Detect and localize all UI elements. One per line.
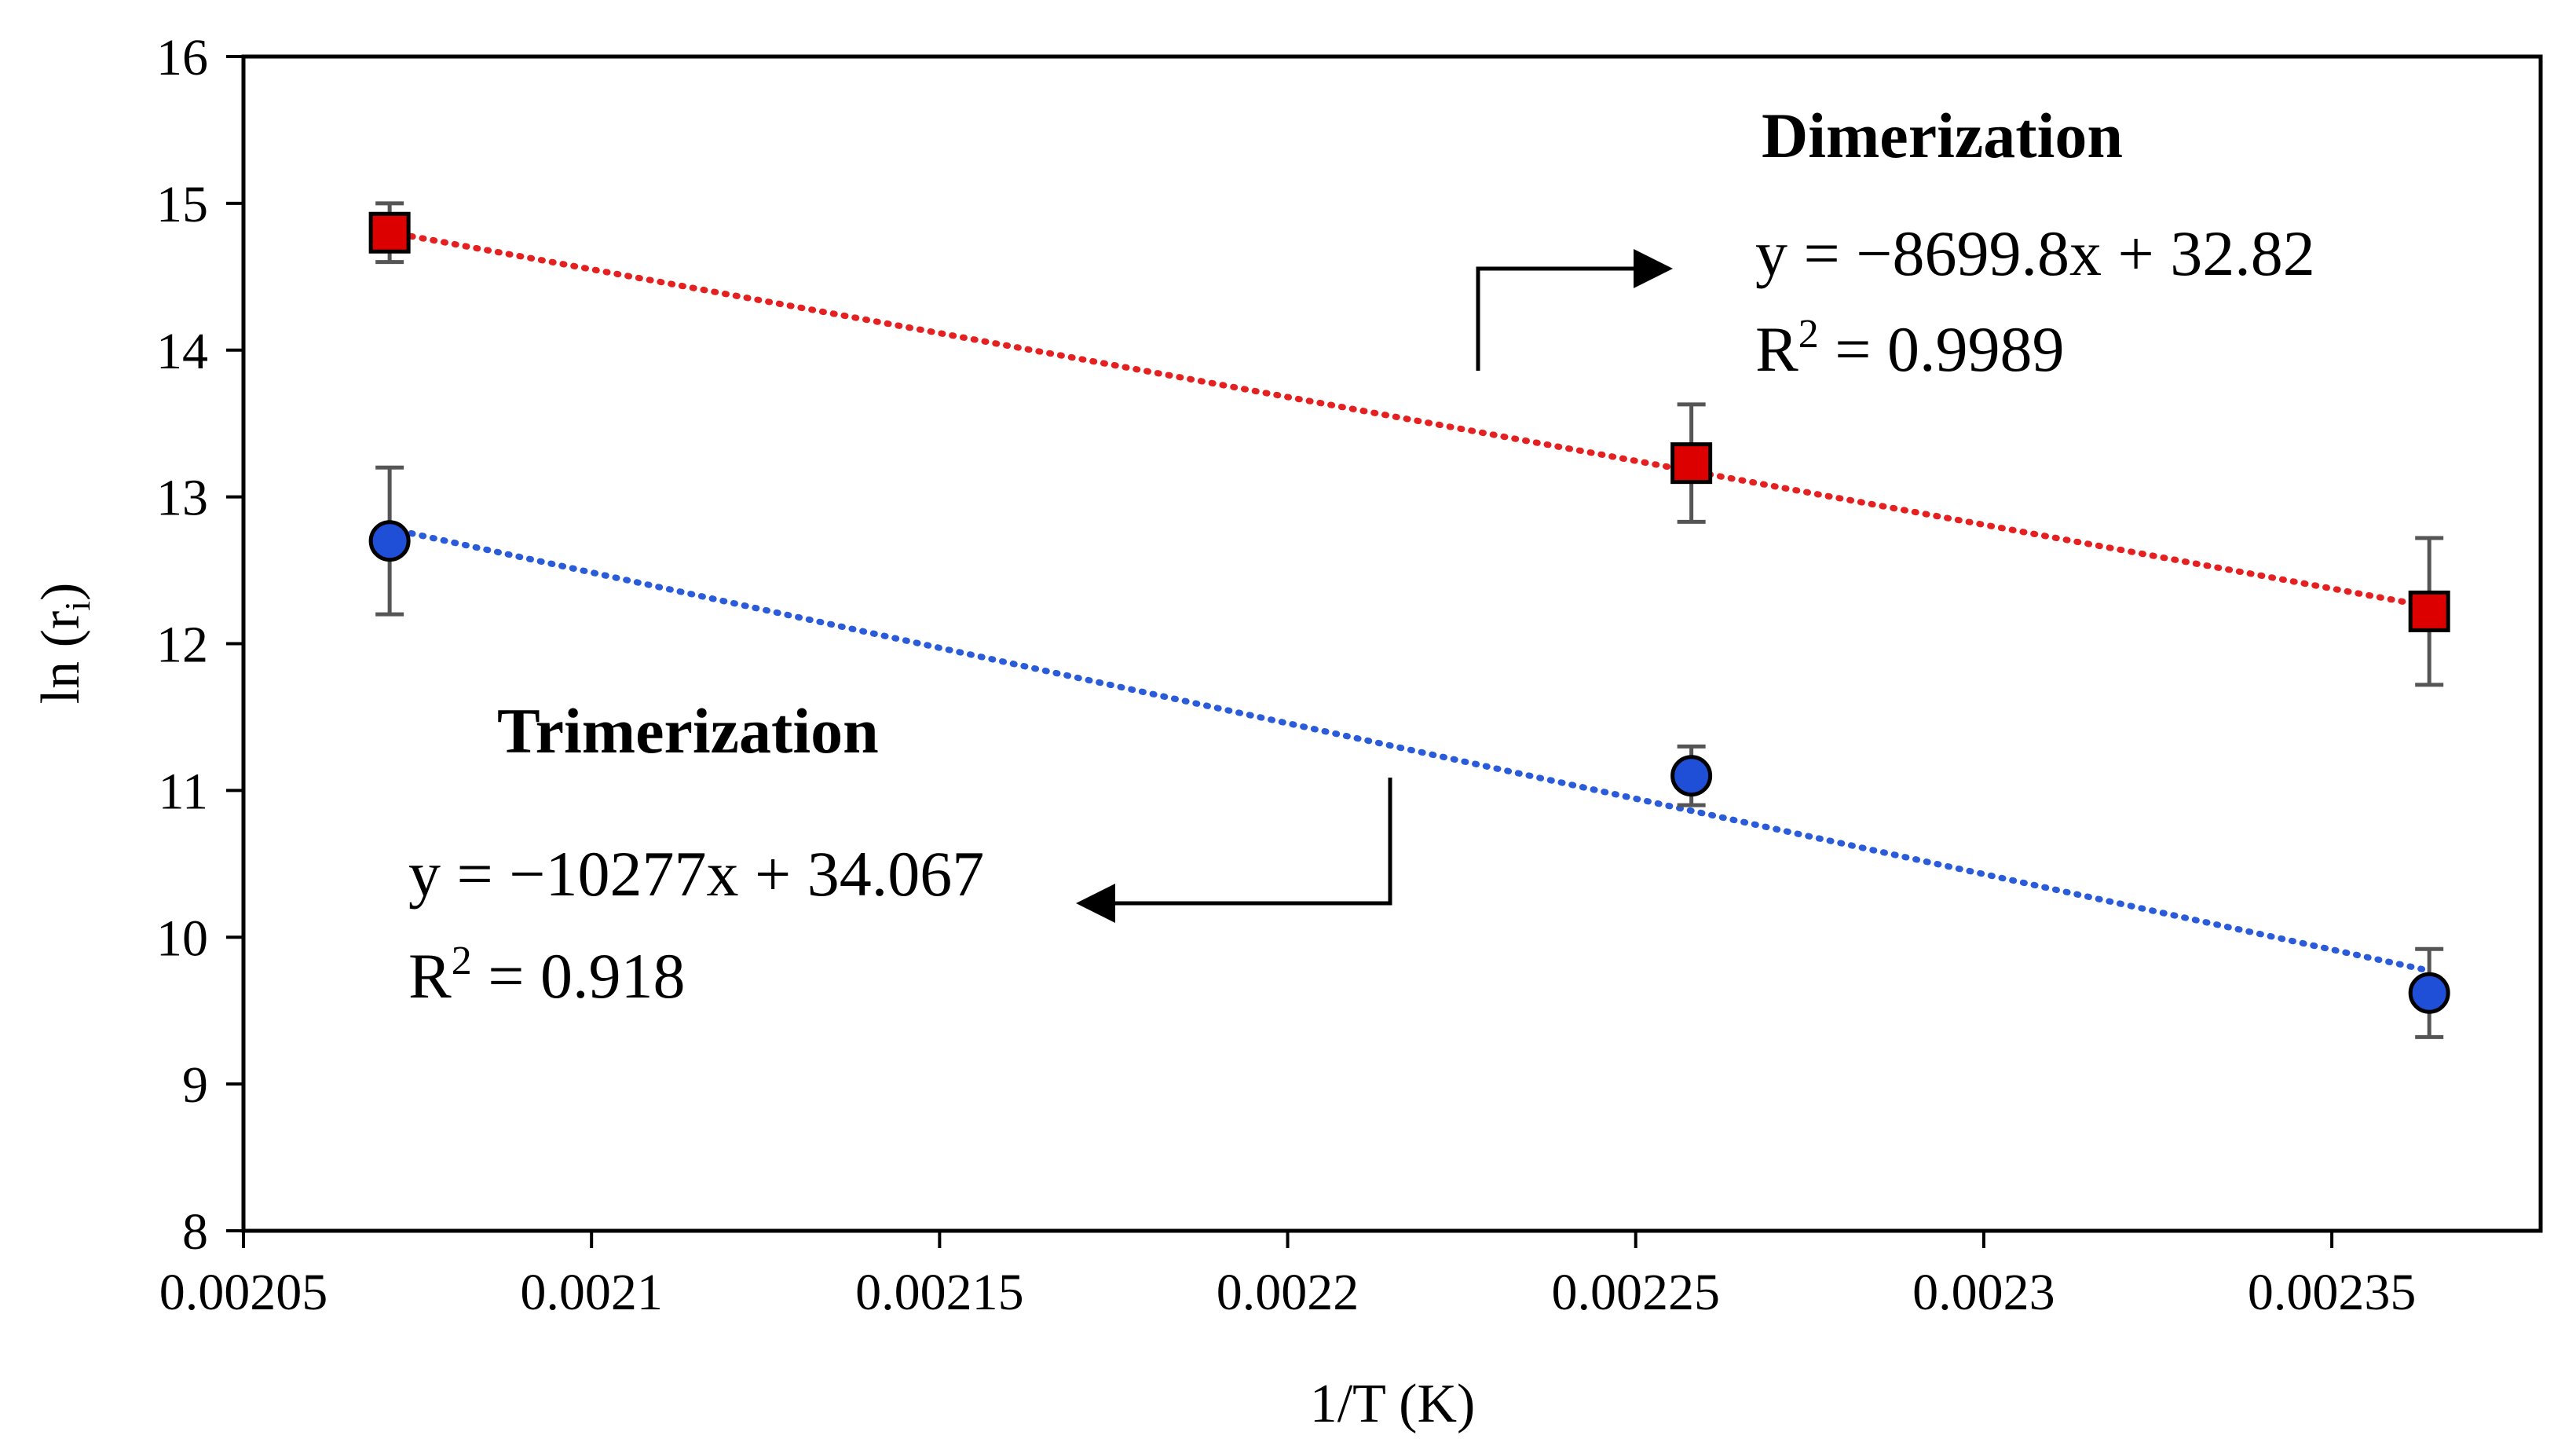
dimerization-point xyxy=(1670,442,1713,485)
error-bars xyxy=(375,201,2444,1039)
y-tick-label: 15 xyxy=(156,176,208,233)
x-tick-label: 0.00225 xyxy=(1551,1264,1720,1321)
dimerization-label: Dimerization xyxy=(1762,100,2123,171)
y-tick-label: 16 xyxy=(156,29,208,86)
x-tick-label: 0.0023 xyxy=(1912,1264,2055,1321)
dimerization-r2: R2 = 0.9989 xyxy=(1755,312,2064,385)
y-tick-label: 9 xyxy=(182,1056,208,1114)
trimerization-r2: R2 = 0.918 xyxy=(408,939,685,1012)
y-tick-label: 10 xyxy=(156,910,208,967)
y-tick-label: 11 xyxy=(158,763,208,820)
x-axis-ticks: 0.00205 0.0021 0.00215 0.0022 0.00225 0.0023 0… xyxy=(159,1231,2417,1321)
x-tick-label: 0.00235 xyxy=(2248,1264,2417,1321)
y-tick-label: 13 xyxy=(156,470,208,527)
x-tick-label: 0.00205 xyxy=(159,1264,328,1321)
x-tick-label: 0.0022 xyxy=(1217,1264,1359,1321)
trimerization-equation: y = −10277x + 34.067 xyxy=(408,838,984,910)
y-tick-label: 12 xyxy=(156,617,208,674)
x-axis-title: 1/T (K) xyxy=(1310,1374,1476,1434)
data-points xyxy=(368,211,2450,1014)
dimerization-equation: y = −8699.8x + 32.82 xyxy=(1755,218,2315,289)
x-tick-label: 0.00215 xyxy=(855,1264,1024,1321)
y-tick-label: 8 xyxy=(182,1203,208,1261)
trendlines xyxy=(386,229,2433,974)
trimerization-point xyxy=(2408,972,2450,1014)
trimerization-point xyxy=(368,520,411,562)
trimerization-arrow xyxy=(1076,778,1392,923)
dimerization-point xyxy=(2408,590,2450,632)
trimerization-point xyxy=(1670,755,1713,797)
y-tick-label: 14 xyxy=(156,323,208,380)
dimerization-point xyxy=(368,211,411,254)
dimerization-arrow xyxy=(1476,249,1673,371)
y-axis-title: ln (ri) xyxy=(31,583,97,705)
x-tick-label: 0.0021 xyxy=(520,1264,663,1321)
trimerization-trendline xyxy=(386,525,2433,974)
y-axis-ticks: 8 9 10 11 12 13 14 15 16 xyxy=(156,29,243,1261)
dimerization-trendline xyxy=(386,229,2433,610)
trimerization-label: Trimerization xyxy=(497,695,879,767)
